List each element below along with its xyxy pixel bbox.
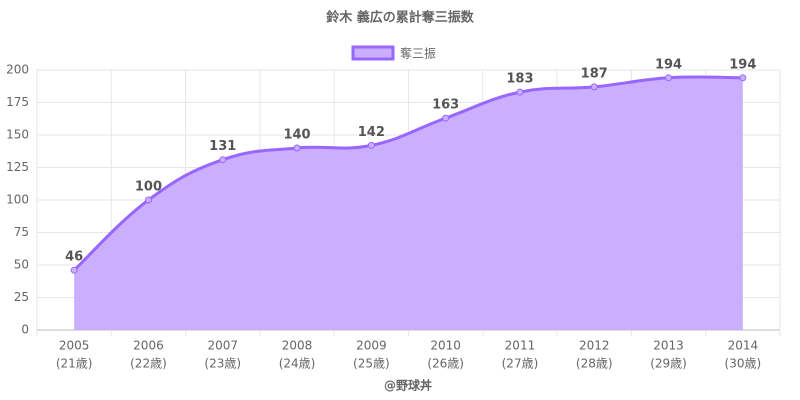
- x-tick-label: 2006: [133, 339, 164, 353]
- legend-swatch: [351, 45, 395, 61]
- point: [367, 141, 375, 149]
- y-tick-label: 50: [14, 258, 29, 272]
- value-label: 46: [65, 250, 83, 265]
- x-tick-sublabel: (23歳): [204, 357, 241, 371]
- value-label: 194: [655, 57, 682, 72]
- value-label: 194: [729, 57, 756, 72]
- x-tick-label: 2011: [505, 339, 536, 353]
- y-tick-label: 75: [14, 225, 29, 239]
- point: [516, 88, 524, 96]
- value-label: 131: [209, 139, 236, 154]
- chart-title: 鈴木 義広の累計奪三振数: [326, 10, 475, 26]
- point: [442, 114, 450, 122]
- x-axis-title: @野球丼: [384, 378, 432, 393]
- x-tick-label: 2012: [579, 339, 610, 353]
- value-label: 183: [506, 72, 533, 87]
- x-tick-sublabel: (30歳): [725, 357, 762, 371]
- y-tick-label: 200: [6, 63, 29, 77]
- y-tick-label: 0: [21, 323, 29, 337]
- x-tick-label: 2014: [728, 339, 759, 353]
- value-label: 100: [135, 180, 162, 195]
- x-tick-label: 2013: [653, 339, 684, 353]
- x-tick-sublabel: (27歳): [502, 357, 539, 371]
- point: [219, 156, 227, 164]
- x-tick-sublabel: (26歳): [427, 357, 464, 371]
- point: [665, 74, 673, 82]
- x-tick-sublabel: (21歳): [56, 357, 93, 371]
- y-tick-label: 175: [6, 95, 29, 109]
- point: [144, 196, 152, 204]
- x-tick-sublabel: (24歳): [279, 357, 316, 371]
- x-tick-label: 2009: [356, 339, 387, 353]
- value-label: 140: [283, 128, 310, 143]
- y-tick-label: 25: [14, 290, 29, 304]
- x-tick-label: 2010: [430, 339, 461, 353]
- value-label: 187: [581, 66, 608, 81]
- point: [590, 83, 598, 91]
- x-tick-sublabel: (25歳): [353, 357, 390, 371]
- x-tick-sublabel: (29歳): [650, 357, 687, 371]
- y-tick-label: 125: [6, 160, 29, 174]
- value-label: 142: [358, 125, 385, 140]
- value-label: 163: [432, 98, 459, 113]
- line: [73, 75, 743, 272]
- point: [739, 74, 747, 82]
- x-tick-label: 2007: [207, 339, 238, 353]
- x-tick-sublabel: (22歳): [130, 357, 167, 371]
- point: [293, 144, 301, 152]
- legend-label: 奪三振: [400, 46, 436, 61]
- x-tick-label: 2008: [282, 339, 313, 353]
- x-tick-sublabel: (28歳): [576, 357, 613, 371]
- area-fill: [74, 76, 743, 330]
- y-tick-label: 100: [6, 193, 29, 207]
- x-tick-label: 2005: [59, 339, 90, 353]
- y-tick-label: 150: [6, 128, 29, 142]
- point: [70, 266, 78, 274]
